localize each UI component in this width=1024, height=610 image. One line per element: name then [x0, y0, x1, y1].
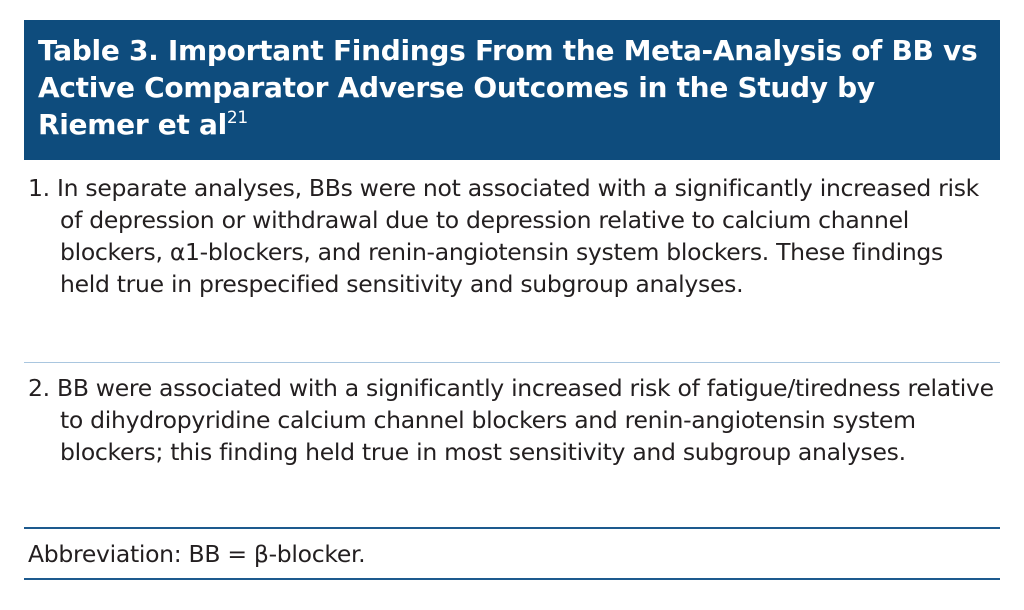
abbreviation-footnote: Abbreviation: BB = β-blocker.	[28, 540, 366, 568]
reference-superscript: 21	[226, 108, 248, 128]
row-divider	[24, 362, 1000, 363]
table-title-text: Table 3. Important Findings From the Met…	[38, 34, 978, 141]
finding-2: 2. BB were associated with a significant…	[28, 374, 994, 466]
footnote-bottom-rule	[24, 578, 1000, 580]
table-title: Table 3. Important Findings From the Met…	[24, 20, 1000, 160]
table-bottom-rule	[24, 527, 1000, 529]
finding-1: 1. In separate analyses, BBs were not as…	[28, 174, 979, 298]
